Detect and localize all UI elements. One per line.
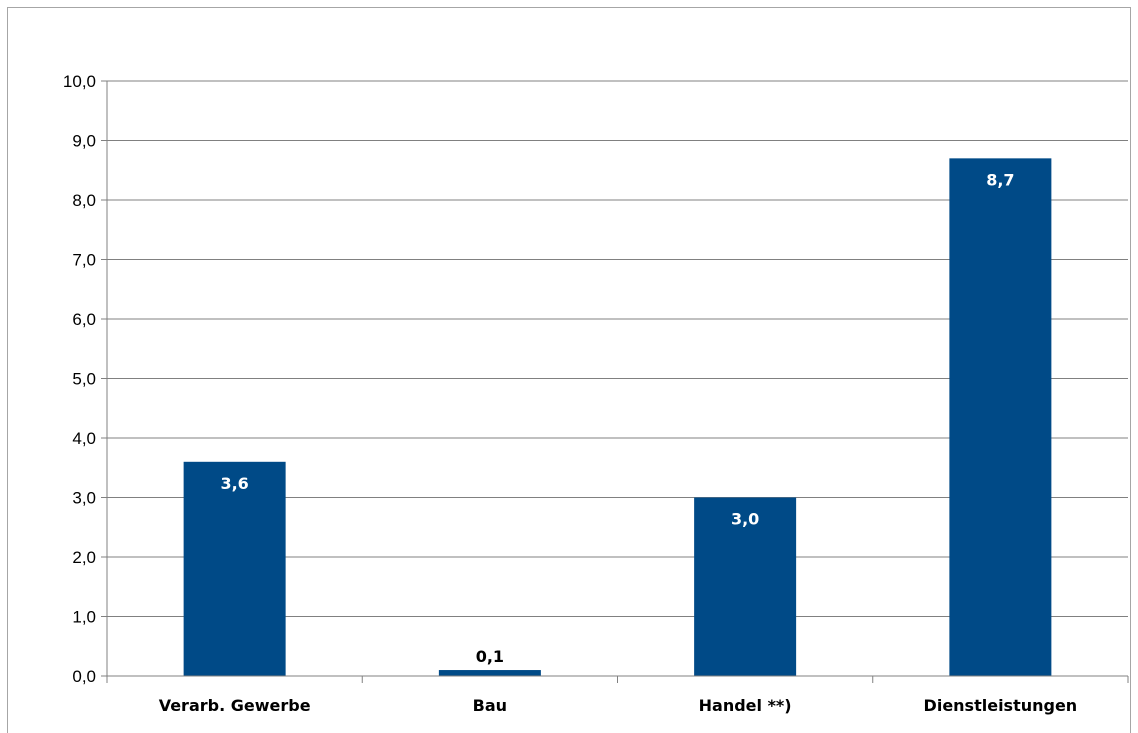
y-axis: 0,0 1,0 2,0 3,0 4,0 5,0 6,0 7,0 8,0 9,0 10,0 [63,72,108,686]
y-tick-label: 4,0 [72,429,96,448]
bar [183,461,286,676]
bar [438,670,541,676]
y-tick-label: 0,0 [72,667,96,686]
y-tick-label: 5,0 [72,370,96,389]
bar [949,158,1052,677]
y-tick-label: 6,0 [72,310,96,329]
data-label: 8,7 [986,170,1014,189]
y-tick-label: 2,0 [72,548,96,567]
x-tick-label: Bau [473,696,507,715]
data-label: 0,1 [476,647,504,666]
y-tick-label: 9,0 [72,132,96,151]
y-tick-label: 3,0 [72,489,96,508]
x-axis: Verarb. Gewerbe Bau Handel **) Dienstleistu… [106,675,1129,715]
bars [183,158,1052,677]
bar [694,497,797,676]
y-tick-label: 1,0 [72,608,96,627]
data-label: 3,0 [731,510,759,529]
data-labels: 3,6 0,1 3,0 8,7 [220,170,1014,666]
x-tick-label: Dienstleistungen [924,696,1078,715]
y-tick-label: 7,0 [72,251,96,270]
data-label: 3,6 [220,474,248,493]
y-tick-label: 10,0 [63,72,96,91]
x-tick-label: Handel **) [699,696,792,715]
x-tick-label: Verarb. Gewerbe [159,696,311,715]
y-tick-label: 8,0 [72,191,96,210]
